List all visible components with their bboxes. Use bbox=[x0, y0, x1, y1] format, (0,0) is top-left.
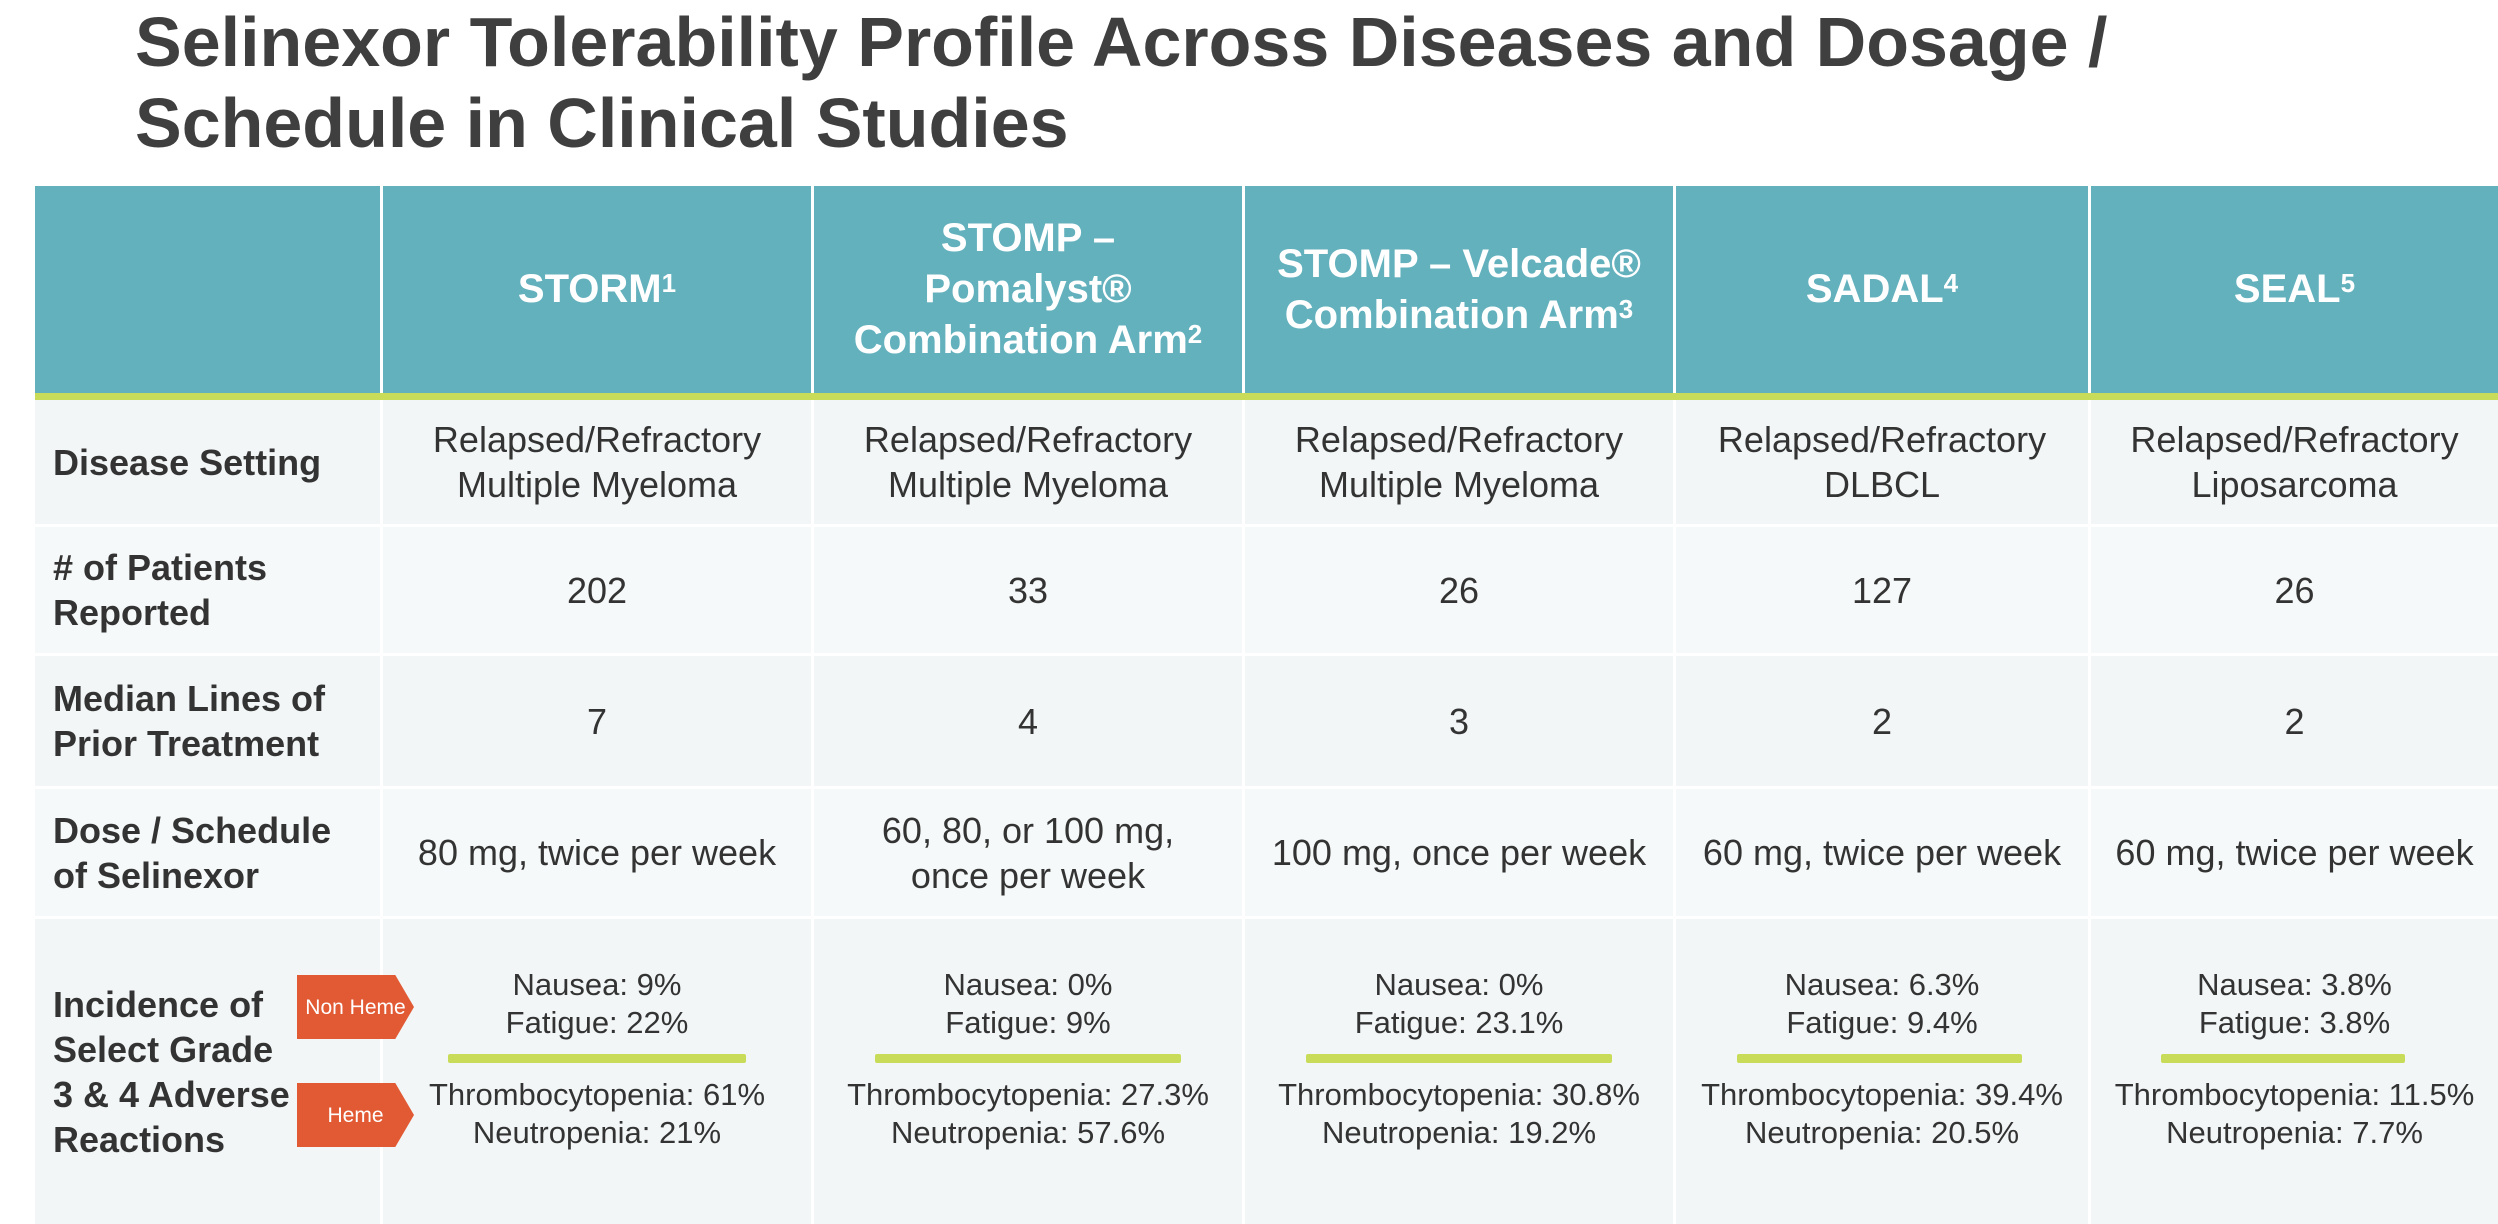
page-title: Selinexor Tolerability Profile Across Di… bbox=[135, 3, 2108, 162]
table-cell: 60, 80, or 100 mg, once per week bbox=[811, 789, 1242, 916]
table-cell: Relapsed/Refractory DLBCL bbox=[1673, 400, 2088, 524]
neutropenia-value: Neutropenia: 20.5% bbox=[1744, 1115, 2020, 1150]
row-median-lines: Median Lines of Prior Treatment 7 4 3 2 … bbox=[35, 656, 2498, 786]
col-header-label: SEAL bbox=[2233, 267, 2341, 311]
fatigue-value: Fatigue: 9% bbox=[945, 1005, 1111, 1040]
col-header-sadal: SADAL4 bbox=[1673, 186, 2088, 393]
table-cell: 100 mg, once per week bbox=[1242, 789, 1673, 916]
fatigue-value: Fatigue: 23.1% bbox=[1354, 1005, 1564, 1040]
table-cell: 26 bbox=[2088, 527, 2498, 653]
fatigue-value: Fatigue: 22% bbox=[505, 1005, 689, 1040]
table-cell: 33 bbox=[811, 527, 1242, 653]
row-label: Incidence of Select Grade 3 & 4 Adverse … bbox=[53, 983, 290, 1160]
adverse-cell: Nausea: 6.3% Fatigue: 9.4% Thrombocytope… bbox=[1673, 919, 2088, 1224]
adverse-cell: Nausea: 0% Fatigue: 23.1% Thrombocytopen… bbox=[1242, 919, 1673, 1224]
divider-bar bbox=[1306, 1054, 1612, 1063]
heme-tag: Heme bbox=[297, 1083, 414, 1147]
col-header-label: SADAL bbox=[1805, 267, 1944, 311]
row-patients: # of Patients Reported 202 33 26 127 26 bbox=[35, 527, 2498, 653]
nausea-value: Nausea: 9% bbox=[512, 967, 682, 1002]
row-label: # of Patients Reported bbox=[53, 547, 268, 633]
col-header-seal: SEAL5 bbox=[2088, 186, 2498, 393]
table-cell: 127 bbox=[1673, 527, 2088, 653]
thrombocytopenia-value: Thrombocytopenia: 30.8% bbox=[1278, 1077, 1640, 1112]
thrombocytopenia-value: Thrombocytopenia: 27.3% bbox=[847, 1077, 1209, 1112]
table-cell: 2 bbox=[2088, 656, 2498, 786]
col-header-label: STORM bbox=[517, 267, 662, 311]
table-cell: 60 mg, twice per week bbox=[2088, 789, 2498, 916]
neutropenia-value: Neutropenia: 57.6% bbox=[890, 1115, 1166, 1150]
table-cell: 2 bbox=[1673, 656, 2088, 786]
footnote-marker: 1 bbox=[661, 268, 677, 298]
adverse-cell: Nausea: 9% Fatigue: 22% Thrombocytopenia… bbox=[380, 919, 811, 1224]
footnote-marker: 2 bbox=[1187, 319, 1203, 349]
divider-bar bbox=[1737, 1054, 2022, 1063]
nausea-value: Nausea: 6.3% bbox=[1784, 967, 1980, 1002]
fatigue-value: Fatigue: 9.4% bbox=[1786, 1005, 1978, 1040]
footnote-marker: 5 bbox=[2340, 268, 2356, 298]
col-header-stomp-pomalyst: STOMP – Pomalyst® Combination Arm2 bbox=[811, 186, 1242, 393]
adverse-cell: Nausea: 0% Fatigue: 9% Thrombocytopenia:… bbox=[811, 919, 1242, 1224]
divider-bar bbox=[2161, 1054, 2405, 1063]
table-cell: Relapsed/Refractory Liposarcoma bbox=[2088, 400, 2498, 524]
adverse-cell: Nausea: 3.8% Fatigue: 3.8% Thrombocytope… bbox=[2088, 919, 2498, 1224]
table-cell: 3 bbox=[1242, 656, 1673, 786]
row-label: Median Lines of Prior Treatment bbox=[53, 678, 326, 764]
thrombocytopenia-value: Thrombocytopenia: 11.5% bbox=[2114, 1077, 2475, 1112]
table-cell: 202 bbox=[380, 527, 811, 653]
row-dose-schedule: Dose / Schedule of Selinexor 80 mg, twic… bbox=[35, 789, 2498, 916]
nausea-value: Nausea: 0% bbox=[943, 967, 1113, 1002]
neutropenia-value: Neutropenia: 19.2% bbox=[1321, 1115, 1597, 1150]
table-cell: Relapsed/Refractory Multiple Myeloma bbox=[380, 400, 811, 524]
table-cell: 4 bbox=[811, 656, 1242, 786]
col-header-storm: STORM1 bbox=[380, 186, 811, 393]
table-cell: Relapsed/Refractory Multiple Myeloma bbox=[811, 400, 1242, 524]
table-cell: Relapsed/Refractory Multiple Myeloma bbox=[1242, 400, 1673, 524]
thrombocytopenia-value: Thrombocytopenia: 39.4% bbox=[1701, 1077, 2063, 1112]
table-cell: 7 bbox=[380, 656, 811, 786]
neutropenia-value: Neutropenia: 7.7% bbox=[2166, 1115, 2423, 1150]
table-cell: 26 bbox=[1242, 527, 1673, 653]
col-header-label: STOMP – Velcade® Combination Arm bbox=[1277, 241, 1641, 337]
nausea-value: Nausea: 0% bbox=[1374, 967, 1544, 1002]
table-cell: 80 mg, twice per week bbox=[380, 789, 811, 916]
row-adverse-reactions: Incidence of Select Grade 3 & 4 Adverse … bbox=[35, 919, 2498, 1224]
col-header-label: STOMP – Pomalyst® Combination Arm bbox=[853, 216, 1188, 362]
divider-bar bbox=[875, 1054, 1181, 1063]
neutropenia-value: Neutropenia: 21% bbox=[472, 1115, 722, 1150]
row-disease-setting: Disease Setting Relapsed/Refractory Mult… bbox=[35, 400, 2498, 524]
row-label: Dose / Schedule of Selinexor bbox=[53, 809, 332, 896]
table-header: STORM1 STOMP – Pomalyst® Combination Arm… bbox=[35, 186, 2498, 401]
row-label: Disease Setting bbox=[53, 441, 322, 483]
divider-bar bbox=[448, 1054, 746, 1063]
non-heme-tag: Non Heme bbox=[297, 975, 414, 1039]
thrombocytopenia-value: Thrombocytopenia: 61% bbox=[428, 1077, 766, 1112]
col-header-stomp-velcade: STOMP – Velcade® Combination Arm3 bbox=[1242, 186, 1673, 393]
footnote-marker: 3 bbox=[1618, 293, 1634, 324]
fatigue-value: Fatigue: 3.8% bbox=[2198, 1005, 2391, 1040]
table-cell: 60 mg, twice per week bbox=[1673, 789, 2088, 916]
tolerability-table: STORM1 STOMP – Pomalyst® Combination Arm… bbox=[35, 186, 2498, 1224]
nausea-value: Nausea: 3.8% bbox=[2197, 967, 2392, 1002]
footnote-marker: 4 bbox=[1943, 268, 1959, 298]
